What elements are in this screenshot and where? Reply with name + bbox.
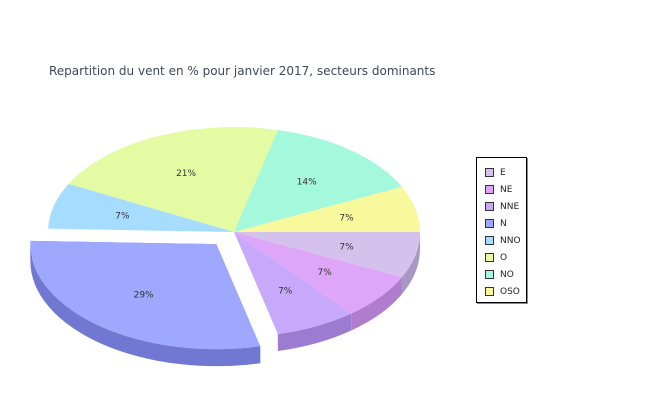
legend-label: N [500, 218, 507, 229]
legend-item-no: NO [477, 266, 526, 283]
legend-swatch [485, 287, 494, 296]
slice-label-e: 7% [339, 242, 354, 252]
legend-item-oso: OSO [477, 283, 526, 300]
slice-label-nne: 7% [278, 286, 293, 296]
legend-swatch [485, 202, 494, 211]
legend-item-n: N [477, 215, 526, 232]
legend-swatch [485, 236, 494, 245]
legend-label: NNE [500, 201, 520, 212]
pie-slice-n [30, 240, 261, 350]
legend-label: E [500, 167, 506, 178]
legend-label: NO [500, 269, 514, 280]
legend-swatch [485, 270, 494, 279]
legend-swatch [485, 253, 494, 262]
pie-side-ne [351, 277, 402, 331]
pie-slice-o [68, 127, 278, 232]
slice-label-o: 21% [176, 169, 196, 179]
pie-slice-e [234, 232, 420, 278]
legend-item-e: E [477, 164, 526, 181]
legend-swatch [485, 168, 494, 177]
pie-slice-oso [234, 186, 420, 232]
legend-label: O [500, 252, 508, 263]
legend-label: NNO [500, 235, 521, 246]
chart-title: Repartition du vent en % pour janvier 20… [49, 64, 436, 78]
legend-label: OSO [500, 286, 520, 297]
legend-item-o: O [477, 249, 526, 266]
pie-side-nne [277, 313, 352, 352]
legend-item-ne: NE [477, 181, 526, 198]
legend-item-nne: NNE [477, 198, 526, 215]
legend: E NE NNE N NNO O NO OSO [476, 157, 527, 303]
legend-swatch [485, 219, 494, 228]
slice-label-ne: 7% [318, 268, 333, 278]
pie-slice-ne [234, 232, 402, 314]
slice-label-n: 29% [134, 291, 154, 301]
pie-slice-nne [234, 232, 352, 335]
legend-label: NE [500, 184, 513, 195]
pie-slice-nno [48, 183, 234, 232]
legend-item-nno: NNO [477, 232, 526, 249]
pie-side-n [30, 244, 261, 367]
slice-label-oso: 7% [339, 214, 354, 224]
pie-label-layer: 7% 7% 7% 29% 7% 21% 14% 7% [115, 169, 354, 301]
pie-top-layer [30, 127, 420, 350]
pie-slice-no [234, 129, 402, 232]
legend-swatch [485, 185, 494, 194]
slice-label-nno: 7% [115, 212, 130, 222]
pie-side-e [401, 232, 420, 295]
slice-label-no: 14% [297, 177, 317, 187]
